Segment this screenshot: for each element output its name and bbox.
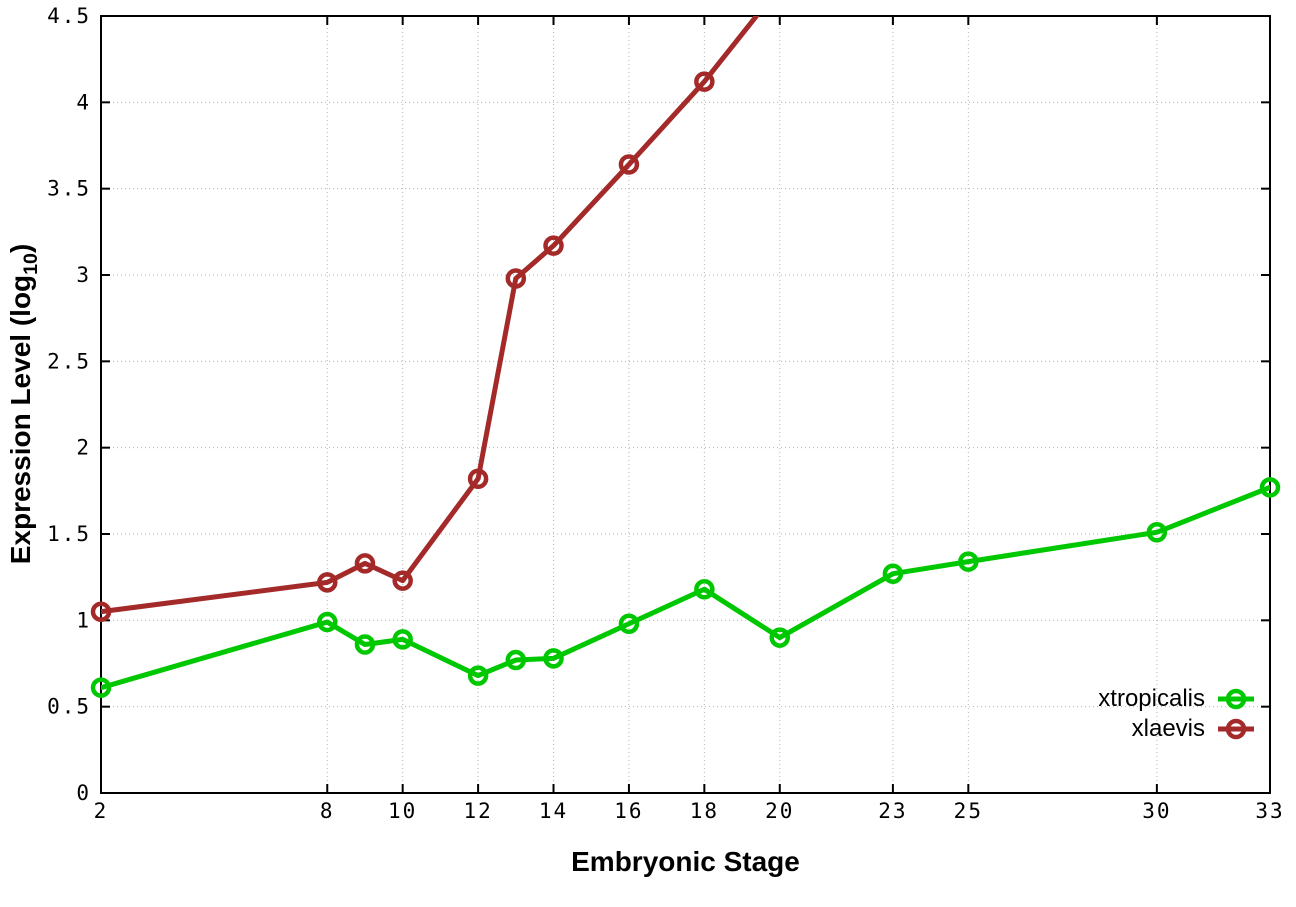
y-tick-label: 1.5	[47, 522, 91, 546]
x-tick-label: 12	[463, 799, 492, 823]
legend-sample-circle	[1225, 718, 1247, 740]
y-axis-title: Expression Level (log10)	[5, 244, 43, 565]
x-tick-label: 16	[614, 799, 643, 823]
x-tick-label: 33	[1255, 799, 1284, 823]
legend-label: xtropicalis	[1098, 685, 1205, 712]
y-tick-label: 3.5	[47, 177, 91, 201]
data-point-xtropicalis	[882, 563, 904, 584]
x-tick-label: 25	[954, 799, 983, 823]
y-tick-label: 2	[76, 436, 91, 460]
legend: xtropicalis xlaevis	[1098, 686, 1255, 742]
data-point-xlaevis	[505, 268, 527, 289]
legend-item-xlaevis: xlaevis	[1132, 716, 1255, 742]
series-line-xlaevis	[101, 16, 760, 615]
y-axis-title-text: Expression Level (log	[5, 274, 37, 565]
y-axis-title-subscript: 10	[19, 253, 42, 275]
x-tick-label: 23	[878, 799, 907, 823]
x-axis-title: Embryonic Stage	[571, 846, 800, 877]
x-tick-label: 20	[765, 799, 794, 823]
y-axis-title-close: )	[5, 243, 37, 254]
data-point-xtropicalis	[354, 634, 376, 655]
y-tick-label: 4.5	[47, 4, 91, 28]
legend-sample-circle	[1225, 688, 1247, 710]
data-point-xtropicalis	[1259, 477, 1281, 498]
y-tick-label: 0	[76, 781, 91, 805]
data-point-xlaevis	[354, 553, 376, 574]
legend-label: xlaevis	[1131, 715, 1205, 742]
data-point-xtropicalis	[958, 551, 979, 572]
y-tick-label: 4	[76, 90, 91, 114]
x-tick-label: 2	[94, 799, 109, 823]
plot-border	[100, 15, 1271, 794]
data-point-xtropicalis	[769, 627, 791, 648]
data-point-xtropicalis	[543, 648, 564, 669]
data-point-xtropicalis	[90, 677, 112, 698]
x-tick-label: 14	[539, 799, 568, 823]
x-tick-label: 8	[320, 799, 335, 823]
x-tick-label: 18	[690, 799, 719, 823]
data-point-xtropicalis	[467, 665, 489, 686]
data-point-xlaevis	[90, 601, 112, 622]
data-point-xlaevis	[618, 154, 640, 175]
y-tick-label: 0.5	[47, 695, 91, 719]
data-point-xtropicalis	[694, 579, 715, 600]
legend-item-xtropicalis: xtropicalis	[1098, 686, 1255, 712]
y-tick-label: 3	[76, 263, 91, 287]
y-tick-label: 1	[76, 608, 91, 632]
data-point-xtropicalis	[317, 611, 338, 633]
legend-marker-xlaevis	[1218, 718, 1254, 740]
data-point-xtropicalis	[505, 649, 527, 671]
data-point-xlaevis	[694, 71, 715, 92]
data-point-xtropicalis	[392, 629, 413, 650]
y-tick-label: 2.5	[47, 349, 91, 373]
data-point-xlaevis	[392, 570, 413, 591]
legend-marker-xtropicalis	[1218, 688, 1254, 710]
x-tick-label: 30	[1142, 799, 1171, 823]
data-point-xtropicalis	[618, 613, 640, 635]
x-tick-label: 10	[388, 799, 417, 823]
data-point-xlaevis	[467, 468, 489, 489]
data-point-xtropicalis	[1146, 522, 1168, 543]
data-point-xlaevis	[317, 572, 338, 593]
data-point-xlaevis	[543, 235, 564, 256]
